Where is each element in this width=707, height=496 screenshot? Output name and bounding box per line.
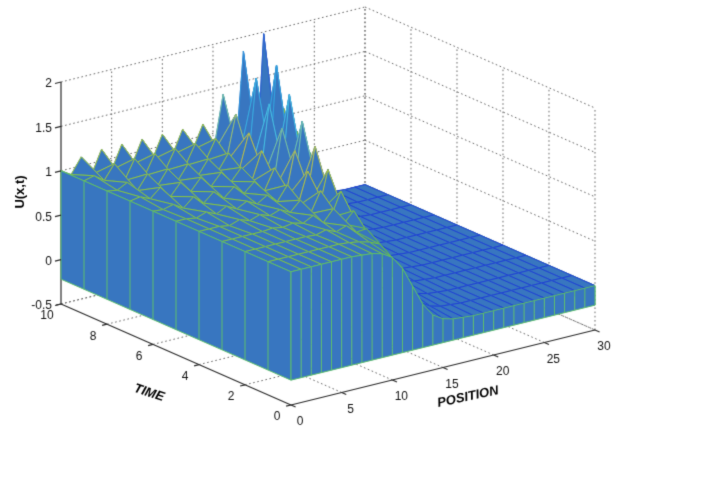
surface-plot-canvas xyxy=(0,0,707,496)
figure-window xyxy=(0,0,707,496)
